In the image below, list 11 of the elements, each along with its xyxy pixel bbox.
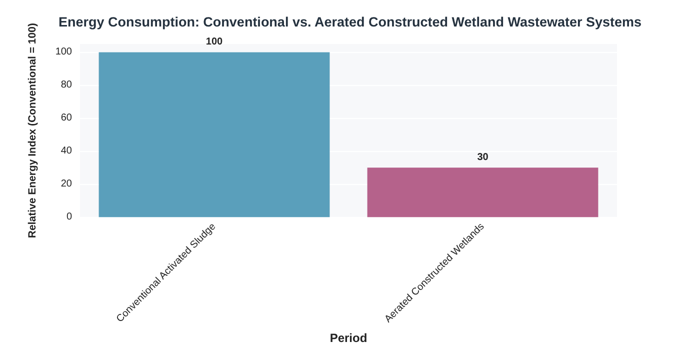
y-tick-label: 100 — [55, 46, 72, 58]
y-tick-label: 40 — [60, 146, 72, 157]
y-tick-label: 20 — [60, 178, 72, 190]
chart-title: Energy Consumption: Conventional vs. Aerated Constructed Wetland Wastewater Systems — [58, 14, 642, 30]
data-label: 30 — [477, 152, 489, 164]
y-tick-label: 80 — [60, 80, 72, 91]
data-label: 100 — [206, 36, 224, 48]
y-tick-label: 60 — [60, 112, 72, 124]
y-tick-label: 0 — [66, 212, 72, 223]
y-axis-title: Relative Energy Index (Conventional = 100) — [26, 23, 38, 238]
x-axis-title: Period — [330, 331, 368, 345]
